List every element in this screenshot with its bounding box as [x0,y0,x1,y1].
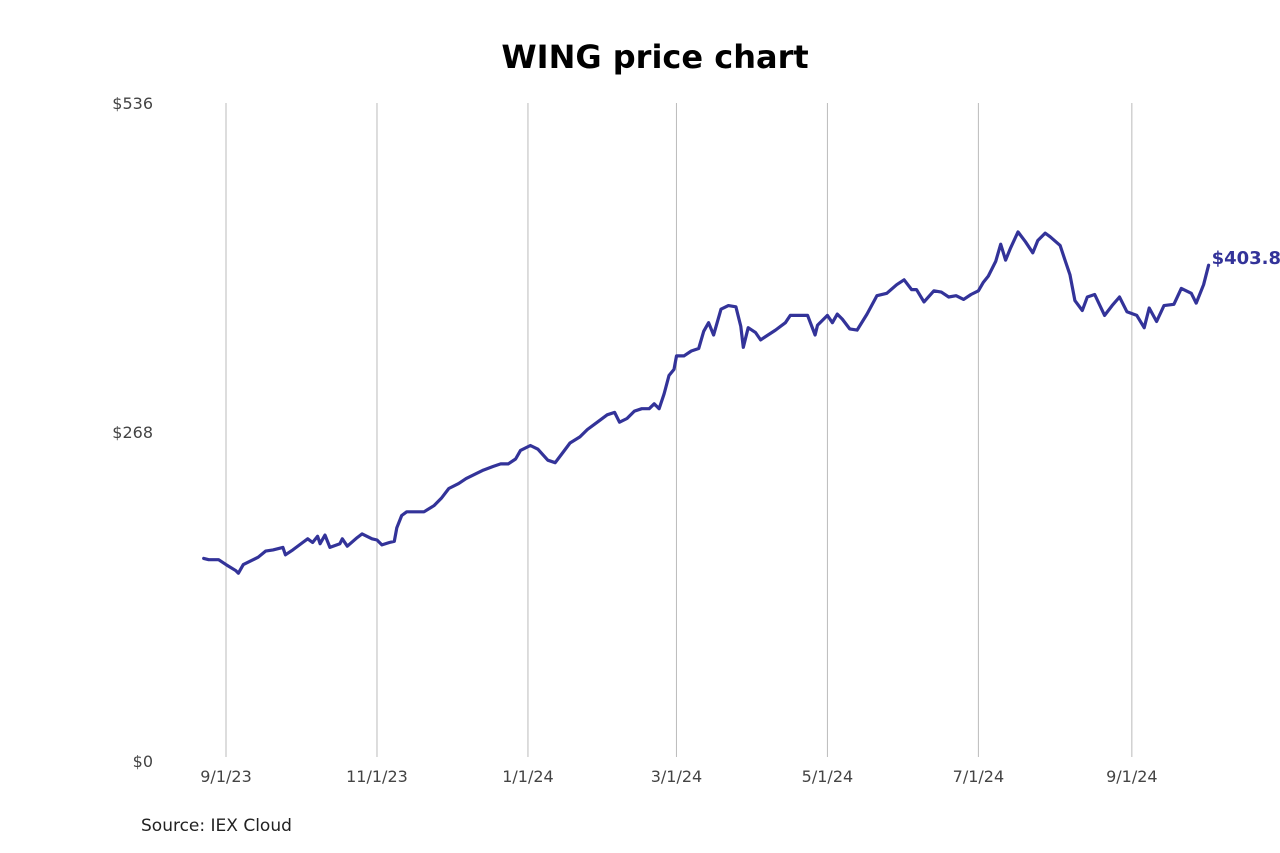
source-note: Source: IEX Cloud [141,816,292,836]
x-tick-label: 7/1/24 [953,767,1005,786]
y-tick-label: $0 [133,752,153,771]
y-axis-ticks: $0 $268 $536 [112,94,153,771]
price-line [202,230,1211,575]
y-tick-label: $536 [112,94,153,113]
x-tick-label: 9/1/24 [1106,767,1158,786]
x-tick-label: 9/1/23 [200,767,252,786]
x-axis-ticks: 9/1/23 11/1/23 1/1/24 3/1/24 5/1/24 7/1/24 9/1… [200,767,1157,786]
x-tick-label: 5/1/24 [802,767,854,786]
chart-title: WING price chart [501,38,809,76]
last-price-label: $403.89 [1212,248,1280,269]
x-tick-label: 3/1/24 [651,767,703,786]
gridlines [225,103,1133,757]
x-tick-label: 11/1/23 [346,767,408,786]
y-tick-label: $268 [112,423,153,442]
x-tick-label: 1/1/24 [502,767,554,786]
